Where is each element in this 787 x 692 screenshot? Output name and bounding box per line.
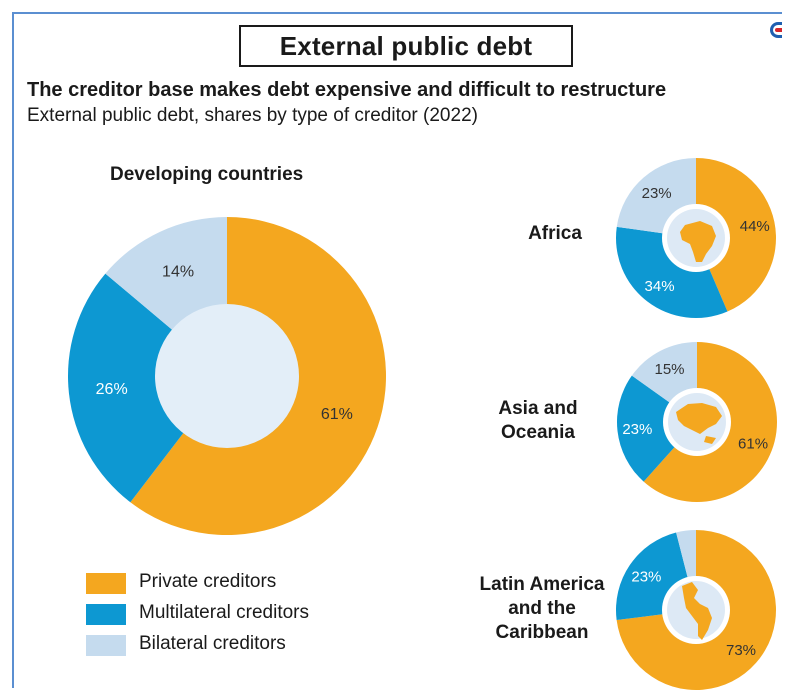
asia-map-icon — [676, 403, 722, 444]
legend-label-private: Private creditors — [139, 571, 277, 592]
logo-icon — [770, 22, 782, 38]
region-label-africa: Africa — [515, 222, 595, 246]
legend-swatch-multilateral — [86, 604, 126, 625]
data-label-developing-bilateral: 14% — [162, 263, 194, 280]
region-label-latam: Latin America and the Caribbean — [462, 573, 622, 645]
headline: The creditor base makes debt expensive a… — [27, 79, 667, 101]
region-label-latam-line3: Caribbean — [495, 622, 589, 643]
data-label-latam-private: 73% — [726, 642, 756, 659]
figure-frame — [12, 12, 782, 688]
region-label-africa-text: Africa — [528, 223, 582, 244]
data-label-asia-multilateral: 23% — [622, 421, 652, 438]
data-label-africa-multilateral: 34% — [645, 278, 675, 295]
region-label-asia-line1: Asia and — [498, 398, 578, 419]
data-label-latam-multilateral: 23% — [631, 569, 661, 586]
data-label-africa-bilateral: 23% — [642, 185, 672, 202]
data-label-africa-private: 44% — [740, 218, 770, 235]
data-label-developing-private: 61% — [321, 406, 353, 423]
legend-swatch-private — [86, 573, 126, 594]
legend-label-multilateral: Multilateral creditors — [139, 602, 309, 623]
data-label-developing-multilateral: 26% — [96, 381, 128, 398]
region-label-asia: Asia and Oceania — [478, 397, 598, 445]
region-label-latam-line1: Latin America — [479, 574, 605, 595]
donut-hole-developing — [155, 304, 299, 448]
legend-swatch-bilateral — [86, 635, 126, 656]
region-label-asia-line2: Oceania — [501, 422, 575, 443]
legend-label-bilateral: Bilateral creditors — [139, 633, 286, 654]
slice-asia-multilateral — [616, 375, 697, 482]
page-title: External public debt — [239, 25, 573, 67]
data-label-asia-bilateral: 15% — [654, 361, 684, 378]
data-label-asia-private: 61% — [738, 436, 768, 453]
africa-map-icon — [680, 221, 716, 262]
chart-title-developing: Developing countries — [110, 164, 304, 185]
americas-map-icon — [682, 582, 712, 640]
region-label-latam-line2: and the — [508, 598, 576, 619]
subtitle: External public debt, shares by type of … — [27, 105, 478, 126]
slice-africa-private — [696, 157, 776, 312]
slice-developing-multilateral — [67, 273, 227, 503]
